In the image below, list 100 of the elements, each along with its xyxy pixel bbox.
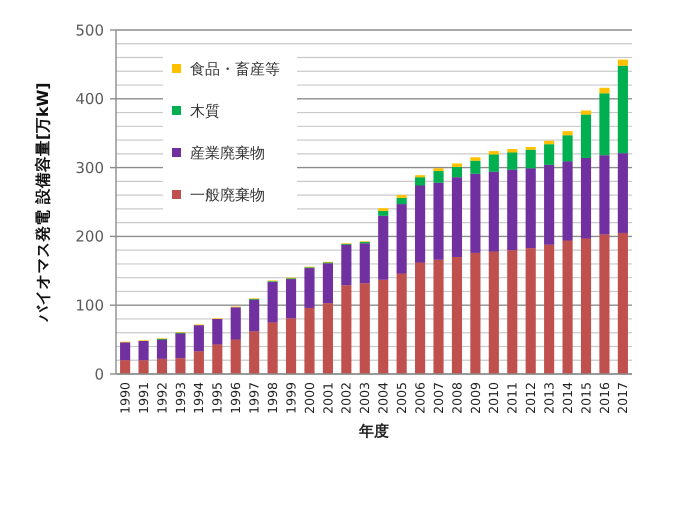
x-tick-label: 1997 xyxy=(246,382,262,414)
x-tick-label: 2002 xyxy=(338,382,354,414)
bar xyxy=(470,252,480,374)
bar xyxy=(212,344,222,374)
bar xyxy=(452,163,462,167)
bar xyxy=(544,244,554,374)
x-axis-title: 年度 xyxy=(358,422,389,440)
bar xyxy=(562,240,573,374)
bar xyxy=(286,318,296,374)
x-tick-label: 2012 xyxy=(523,382,538,414)
y-tick-label: 200 xyxy=(75,228,104,246)
x-tick-label: 1996 xyxy=(228,382,244,414)
bar xyxy=(396,195,407,198)
bar xyxy=(526,168,536,248)
bar xyxy=(396,198,407,204)
bar xyxy=(341,244,352,286)
bar xyxy=(470,160,480,174)
bar xyxy=(415,262,426,374)
bar xyxy=(507,170,518,250)
bar xyxy=(212,318,222,344)
bar xyxy=(562,161,573,241)
bar xyxy=(452,166,462,178)
bar xyxy=(507,152,518,170)
bar xyxy=(286,279,296,318)
bar xyxy=(378,280,388,374)
x-tick-label: 1990 xyxy=(118,382,132,414)
legend-label: 木質 xyxy=(190,102,220,120)
bar xyxy=(599,234,610,374)
bar xyxy=(415,185,426,263)
bar xyxy=(470,174,480,253)
bar xyxy=(304,308,315,374)
bar xyxy=(599,93,610,156)
x-tick-label: 2003 xyxy=(357,382,372,414)
bar xyxy=(396,274,407,374)
bar xyxy=(156,340,168,359)
bar xyxy=(580,158,592,238)
bar xyxy=(304,268,315,308)
x-tick-label: 2014 xyxy=(560,382,575,414)
legend-label: 産業廃棄物 xyxy=(190,144,265,162)
bar xyxy=(194,325,204,352)
bar xyxy=(526,150,536,168)
x-tick-label: 2015 xyxy=(578,382,594,414)
bar xyxy=(194,351,204,374)
bar xyxy=(120,360,130,374)
x-tick-label: 1995 xyxy=(210,382,225,414)
x-tick-label: 1999 xyxy=(283,382,298,414)
x-tick-label: 2013 xyxy=(542,382,557,414)
bar xyxy=(599,88,610,94)
x-tick-label: 1992 xyxy=(154,382,170,414)
bar xyxy=(230,307,241,340)
bar xyxy=(433,260,444,374)
x-tick-label: 2001 xyxy=(320,382,336,414)
bar xyxy=(562,131,573,136)
bar xyxy=(488,154,499,172)
bar xyxy=(268,322,278,374)
bar xyxy=(618,232,628,374)
bar xyxy=(599,155,610,234)
x-tick-label: 1993 xyxy=(172,382,188,414)
bar xyxy=(433,171,444,183)
bar xyxy=(433,182,444,260)
x-tick-label: 1991 xyxy=(136,382,151,414)
bar xyxy=(268,282,278,322)
y-tick-label: 500 xyxy=(75,21,104,40)
bar xyxy=(230,340,241,374)
x-tick-label: 2004 xyxy=(376,382,391,414)
x-tick-label: 2017 xyxy=(615,382,630,414)
bar xyxy=(378,208,388,211)
x-tick-label: 2010 xyxy=(486,382,502,414)
x-tick-label: 2011 xyxy=(504,382,520,414)
legend-label: 食品・畜産等 xyxy=(190,60,280,78)
bar xyxy=(452,257,462,374)
bar xyxy=(138,360,149,374)
x-tick-label: 2007 xyxy=(430,382,446,414)
bar xyxy=(580,238,592,374)
bar xyxy=(618,66,628,154)
x-tick-label: 1994 xyxy=(191,382,206,414)
legend-label: 一般廃棄物 xyxy=(190,186,265,204)
y-tick-label: 300 xyxy=(75,158,104,177)
bar xyxy=(341,285,352,374)
bar xyxy=(452,177,462,258)
bar xyxy=(396,204,407,274)
bar xyxy=(156,358,168,374)
x-tick-label: 2009 xyxy=(468,382,483,414)
y-tick-label: 0 xyxy=(94,365,104,384)
x-tick-label: 2005 xyxy=(394,382,410,414)
bar xyxy=(507,250,518,374)
x-tick-label: 1998 xyxy=(264,382,280,414)
bar xyxy=(175,358,186,374)
x-tick-label: 2000 xyxy=(302,382,317,414)
bar xyxy=(580,110,592,115)
bar xyxy=(378,216,388,280)
bar xyxy=(544,144,554,165)
bar xyxy=(138,340,149,360)
x-tick-label: 2006 xyxy=(412,382,428,414)
bar xyxy=(488,151,499,155)
x-tick-label: 2008 xyxy=(449,382,464,414)
y-axis-title: バイオマス発電 設備容量[万kW] xyxy=(33,82,52,322)
bar xyxy=(175,333,186,358)
bar xyxy=(360,243,370,284)
bar xyxy=(415,177,426,186)
